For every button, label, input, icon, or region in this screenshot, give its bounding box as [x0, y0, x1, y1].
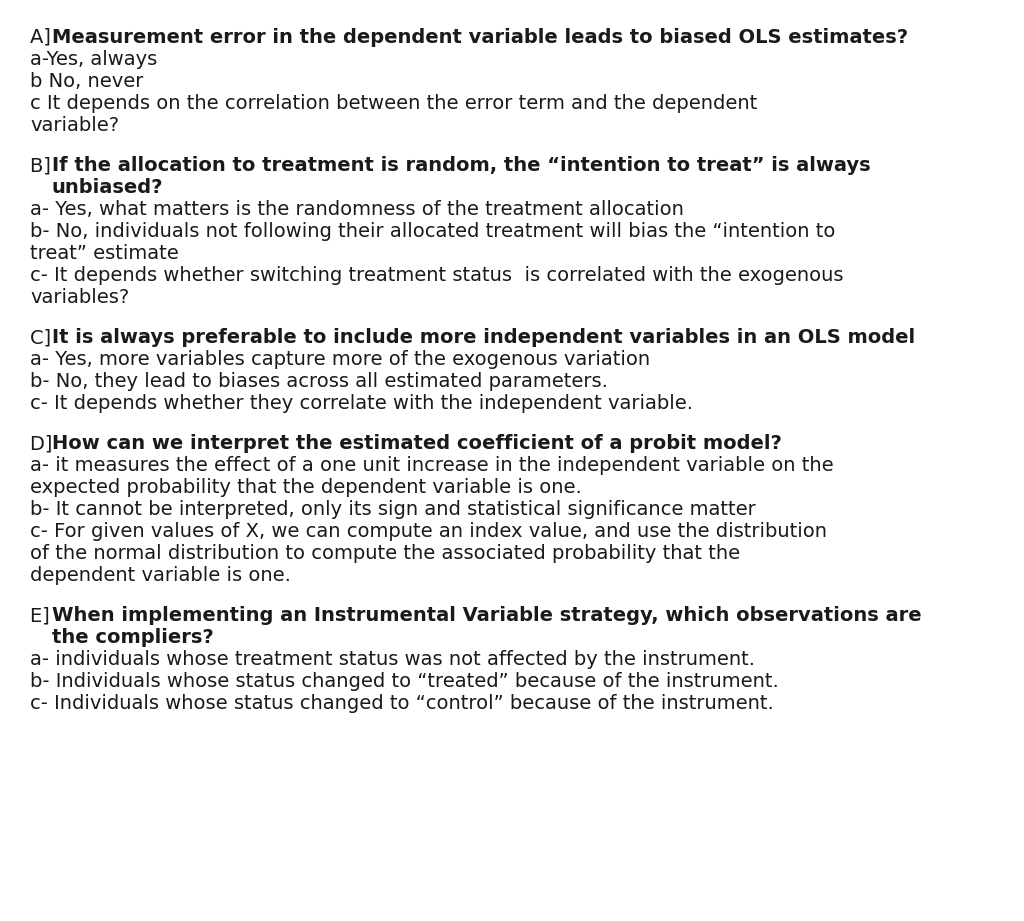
Text: If the allocation to treatment is random, the “intention to treat” is always
unb: If the allocation to treatment is random… [51, 156, 870, 197]
Text: b- It cannot be interpreted, only its sign and statistical significance matter: b- It cannot be interpreted, only its si… [30, 500, 756, 519]
Text: It is always preferable to include more independent variables in an OLS model: It is always preferable to include more … [51, 328, 914, 347]
Text: a- Yes, more variables capture more of the exogenous variation: a- Yes, more variables capture more of t… [30, 350, 650, 369]
Text: b- Individuals whose status changed to “treated” because of the instrument.: b- Individuals whose status changed to “… [30, 672, 778, 691]
Text: B]: B] [30, 156, 57, 175]
Text: Measurement error in the dependent variable leads to biased OLS estimates?: Measurement error in the dependent varia… [51, 28, 907, 47]
Text: a- it measures the effect of a one unit increase in the independent variable on : a- it measures the effect of a one unit … [30, 456, 834, 497]
Text: c- For given values of X, we can compute an index value, and use the distributio: c- For given values of X, we can compute… [30, 522, 827, 585]
Text: A]: A] [30, 28, 57, 47]
Text: C]: C] [30, 328, 57, 347]
Text: b No, never: b No, never [30, 72, 143, 91]
Text: a- Yes, what matters is the randomness of the treatment allocation: a- Yes, what matters is the randomness o… [30, 200, 684, 219]
Text: a-Yes, always: a-Yes, always [30, 50, 158, 69]
Text: c It depends on the correlation between the error term and the dependent
variabl: c It depends on the correlation between … [30, 94, 758, 135]
Text: c- Individuals whose status changed to “control” because of the instrument.: c- Individuals whose status changed to “… [30, 694, 774, 713]
Text: E]: E] [30, 606, 56, 625]
Text: a- individuals whose treatment status was not affected by the instrument.: a- individuals whose treatment status wa… [30, 650, 755, 669]
Text: b- No, they lead to biases across all estimated parameters.: b- No, they lead to biases across all es… [30, 372, 608, 391]
Text: D]: D] [30, 434, 58, 453]
Text: c- It depends whether they correlate with the independent variable.: c- It depends whether they correlate wit… [30, 394, 693, 413]
Text: How can we interpret the estimated coefficient of a probit model?: How can we interpret the estimated coeff… [51, 434, 781, 453]
Text: b- No, individuals not following their allocated treatment will bias the “intent: b- No, individuals not following their a… [30, 222, 836, 263]
Text: c- It depends whether switching treatment status  is correlated with the exogeno: c- It depends whether switching treatmen… [30, 266, 844, 307]
Text: When implementing an Instrumental Variable strategy, which observations are
the : When implementing an Instrumental Variab… [51, 606, 922, 647]
